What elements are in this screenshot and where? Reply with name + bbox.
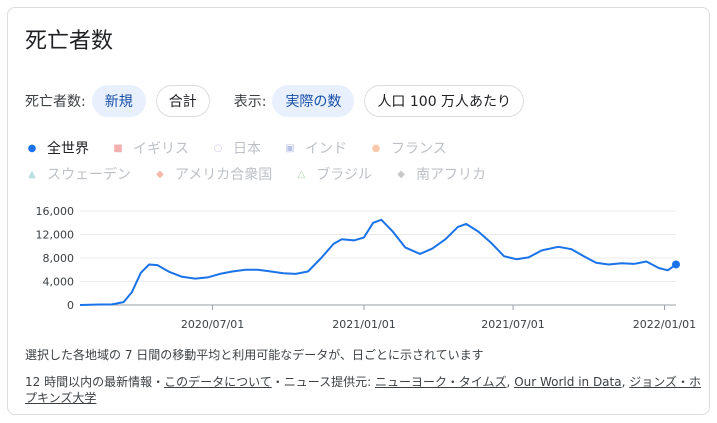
jhu-link[interactable]: ジョンズ・ホプキンズ大学 bbox=[25, 375, 702, 405]
legend-marker-icon: ● bbox=[371, 142, 381, 154]
legend-marker-icon: ▲ bbox=[28, 168, 36, 180]
y-tick-label: 4,000 bbox=[43, 276, 75, 289]
deaths-filter-label: 死亡者数: bbox=[25, 94, 86, 110]
y-tick-label: 8,000 bbox=[43, 252, 75, 265]
chart-footnote: 選択した各地域の 7 日間の移動平均と利用可能なデータが、日ごとに示されています bbox=[25, 348, 484, 362]
legend-item[interactable]: ◆ アメリカ合衆国 bbox=[153, 164, 272, 184]
legend-item[interactable]: ● フランス bbox=[369, 138, 447, 158]
total-chip[interactable]: 合計 bbox=[155, 85, 210, 117]
nyt-link[interactable]: ニューヨーク・タイムズ bbox=[375, 375, 507, 389]
actual-count-chip[interactable]: 実際の数 bbox=[272, 85, 355, 117]
y-tick-label: 16,000 bbox=[36, 205, 75, 218]
legend-item[interactable]: ○ 日本 bbox=[211, 138, 261, 158]
sources-prefix: 12 時間以内の最新情報・ bbox=[25, 375, 165, 389]
card-title: 死亡者数 bbox=[25, 29, 114, 54]
deaths-card: 死亡者数 死亡者数: 新規 合計 表示: 実際の数 人口 100 万人あたり ●… bbox=[7, 7, 710, 415]
x-tick-label: 2021/01/01 bbox=[332, 318, 395, 331]
y-tick-label: 12,000 bbox=[36, 229, 75, 242]
sources-separator: , bbox=[506, 375, 515, 389]
legend-item[interactable]: ▲ スウェーデン bbox=[25, 164, 131, 184]
filter-row: 死亡者数: 新規 合計 表示: 実際の数 人口 100 万人あたり bbox=[25, 81, 534, 121]
x-tick-label: 2022/01/01 bbox=[633, 318, 696, 331]
deaths-line-chart: 16,000 12,000 8,000 4,000 0 2020/07/01 2021/01… bbox=[36, 205, 697, 331]
legend-item[interactable]: ◆ 南アフリカ bbox=[394, 164, 486, 184]
sources-middle: ・ニュース提供元: bbox=[271, 375, 376, 389]
legend-label: 全世界 bbox=[47, 141, 89, 157]
legend-marker-icon: ◆ bbox=[397, 168, 405, 180]
owid-link[interactable]: Our World in Data bbox=[514, 375, 622, 389]
legend-label: イギリス bbox=[133, 141, 189, 157]
legend-label: フランス bbox=[391, 141, 447, 157]
y-tick-label: 0 bbox=[67, 299, 74, 312]
series-endpoint[interactable] bbox=[672, 260, 680, 269]
series-line bbox=[79, 218, 677, 306]
legend-marker-icon: ■ bbox=[113, 142, 123, 154]
legend-item[interactable]: △ ブラジル bbox=[294, 164, 372, 184]
legend-marker-icon: △ bbox=[297, 168, 306, 180]
legend: ● 全世界 ■ イギリス ○ 日本 ▣ インド ● フランス ▲ スウェーデン ◆ アメリカ合衆国 △ ブラ… bbox=[25, 135, 705, 187]
display-filter-label: 表示: bbox=[233, 94, 267, 110]
legend-label: 日本 bbox=[233, 141, 261, 157]
legend-label: 南アフリカ bbox=[416, 167, 487, 183]
legend-label: アメリカ合衆国 bbox=[175, 167, 273, 183]
legend-item[interactable]: ● 全世界 bbox=[25, 138, 89, 158]
legend-marker-icon: ● bbox=[27, 142, 37, 154]
about-data-link[interactable]: このデータについて bbox=[164, 375, 272, 389]
sources-line: 12 時間以内の最新情報・このデータについて・ニュース提供元: ニューヨーク・タ… bbox=[25, 374, 705, 406]
x-tick-label: 2020/07/01 bbox=[181, 318, 244, 331]
per-million-chip[interactable]: 人口 100 万人あたり bbox=[364, 85, 525, 117]
legend-marker-icon: ◆ bbox=[156, 168, 164, 180]
new-chip[interactable]: 新規 bbox=[91, 85, 146, 117]
legend-label: スウェーデン bbox=[47, 167, 131, 183]
legend-marker-icon: ○ bbox=[213, 142, 223, 154]
x-tick-label: 2021/07/01 bbox=[481, 318, 544, 331]
legend-label: ブラジル bbox=[316, 167, 373, 183]
legend-marker-icon: ▣ bbox=[285, 142, 295, 154]
legend-item[interactable]: ▣ インド bbox=[283, 138, 347, 158]
legend-label: インド bbox=[305, 141, 347, 157]
legend-item[interactable]: ■ イギリス bbox=[111, 138, 189, 158]
sources-separator: , bbox=[621, 375, 630, 389]
